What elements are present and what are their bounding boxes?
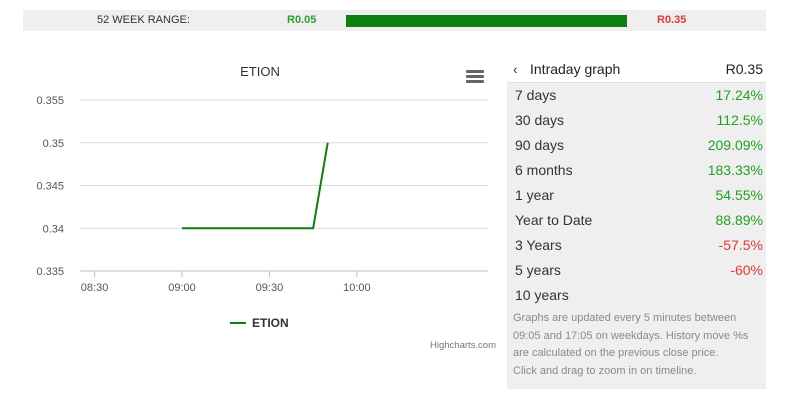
y-axis-ticks: 0.335 0.34 0.345 0.35 0.355 <box>36 95 64 278</box>
y-tick-label: 0.35 <box>43 138 64 150</box>
performance-row[interactable]: Year to Date 88.89% <box>507 208 766 233</box>
chart-credits[interactable]: Highcharts.com <box>430 340 496 351</box>
performance-value: -57.5% <box>718 237 763 253</box>
y-tick-label: 0.345 <box>36 181 64 193</box>
range-low-value: R0.05 <box>287 14 317 26</box>
panel-price: R0.35 <box>725 61 763 77</box>
performance-panel: ‹ Intraday graph R0.35 7 days 17.24% 30 da… <box>507 56 766 389</box>
chart-title: ETION <box>240 64 280 79</box>
chevron-left-icon[interactable]: ‹ <box>513 61 518 77</box>
x-tick-label: 08:30 <box>81 282 109 294</box>
y-tick-label: 0.355 <box>36 95 64 107</box>
performance-list: 7 days 17.24% 30 days 112.5% 90 days 209.09% 6… <box>507 83 766 308</box>
performance-value: 209.09% <box>707 137 763 153</box>
range-high-value: R0.35 <box>657 14 687 26</box>
performance-value: 112.5% <box>716 112 763 128</box>
performance-row[interactable]: 90 days 209.09% <box>507 133 766 158</box>
y-tick-label: 0.335 <box>36 266 64 278</box>
performance-label: 1 year <box>515 187 554 203</box>
series-layer <box>181 142 329 230</box>
performance-label: 30 days <box>515 112 565 128</box>
panel-title[interactable]: Intraday graph <box>530 61 621 77</box>
performance-row[interactable]: 3 Years -57.5% <box>507 233 766 258</box>
performance-value: 88.89% <box>715 212 763 228</box>
performance-label: 7 days <box>515 87 557 103</box>
panel-header: ‹ Intraday graph R0.35 <box>507 56 766 83</box>
performance-row[interactable]: 10 years <box>507 283 766 308</box>
performance-value: -60% <box>730 262 763 278</box>
performance-value: 54.55% <box>715 187 763 203</box>
panel-note: Graphs are updated every 5 minutes betwe… <box>513 310 763 380</box>
performance-row[interactable]: 6 months 183.33% <box>507 158 766 183</box>
y-tick-label: 0.34 <box>43 223 64 235</box>
note-line: Click and drag to zoom in on timeline. <box>513 364 697 377</box>
legend-label[interactable]: ETION <box>252 316 289 330</box>
chart-legend[interactable]: ETION <box>230 316 289 330</box>
52-week-range-bar: 52 WEEK RANGE: R0.05 R0.35 <box>23 10 766 31</box>
hamburger-menu-icon[interactable] <box>466 70 484 86</box>
range-fill <box>346 15 627 27</box>
performance-label: Year to Date <box>515 212 593 228</box>
x-tick-label: 10:00 <box>343 282 371 294</box>
performance-label: 3 Years <box>515 237 562 253</box>
performance-label: 5 years <box>515 262 561 278</box>
performance-value: 17.24% <box>715 87 763 103</box>
performance-label: 10 years <box>515 287 569 303</box>
performance-row[interactable]: 5 years -60% <box>507 258 766 283</box>
performance-value: 183.33% <box>707 162 763 178</box>
range-label: 52 WEEK RANGE: <box>97 14 190 26</box>
performance-row[interactable]: 7 days 17.24% <box>507 83 766 108</box>
note-line: Graphs are updated every 5 minutes betwe… <box>513 312 737 324</box>
performance-label: 6 months <box>515 162 573 178</box>
grid-lines <box>80 99 488 272</box>
x-tick-label: 09:00 <box>168 282 196 294</box>
x-axis-ticks: 08:30 09:00 09:30 10:00 <box>80 270 488 294</box>
performance-row[interactable]: 30 days 112.5% <box>507 108 766 133</box>
note-line: are calculated on the previous close pri… <box>513 347 719 359</box>
performance-row[interactable]: 1 year 54.55% <box>507 183 766 208</box>
chart-svg[interactable]: 0.335 0.34 0.345 0.35 0.355 08:30 09:00 09:30 1… <box>0 50 505 360</box>
intraday-chart[interactable]: 0.335 0.34 0.345 0.35 0.355 08:30 09:00 09:30 1… <box>0 50 505 360</box>
performance-label: 90 days <box>515 137 565 153</box>
x-tick-label: 09:30 <box>256 282 284 294</box>
note-line: 09:05 and 17:05 on weekdays. History mov… <box>513 329 749 342</box>
